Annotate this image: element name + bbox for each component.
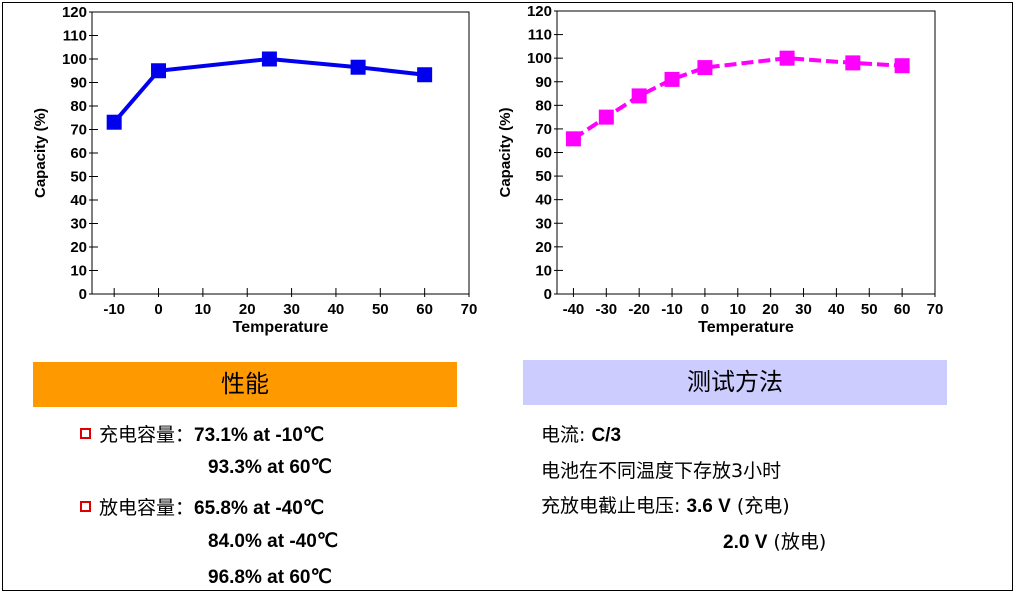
data-point	[106, 114, 122, 130]
data-point	[631, 88, 647, 104]
data-point	[894, 58, 910, 74]
x-tick-label: 10	[195, 301, 212, 318]
charge-capacity-value-2: 93.3% at 60℃	[208, 457, 332, 478]
y-tick-label: 30	[535, 215, 552, 232]
data-point	[845, 55, 861, 71]
square-bullet-icon	[80, 501, 91, 512]
performance-banner: 性能	[33, 362, 457, 407]
x-tick-label: 60	[416, 301, 433, 318]
y-tick-label: 0	[544, 286, 552, 303]
x-tick-label: 50	[372, 301, 389, 318]
y-tick-label: 60	[535, 145, 552, 162]
y-tick-label: 80	[535, 97, 552, 114]
y-tick-label: 110	[528, 27, 552, 44]
discharge-capacity-row-2: 84.0% at -40℃	[208, 530, 338, 553]
y-tick-label: 90	[70, 75, 87, 92]
y-tick-label: 80	[70, 98, 87, 115]
y-tick-label: 0	[79, 286, 87, 303]
y-tick-label: 10	[535, 262, 552, 279]
current-value: C/3	[591, 425, 622, 446]
y-tick-label: 70	[70, 122, 87, 139]
y-tick-label: 100	[62, 51, 87, 68]
x-tick-label: 20	[762, 301, 779, 318]
x-axis-label: Temperature	[698, 319, 794, 336]
x-tick-label: 40	[328, 301, 345, 318]
plot-frame	[91, 11, 470, 295]
discharge-capacity-row: 放电容量：65.8% at -40℃	[80, 493, 324, 520]
test-method-banner: 测试方法	[523, 360, 947, 405]
x-axis-label: Temperature	[233, 319, 329, 336]
discharge-capacity-value-2: 84.0% at -40℃	[208, 531, 339, 552]
discharge-capacity-label: 放电容量：	[99, 497, 195, 519]
y-tick-label: 40	[535, 192, 552, 209]
x-tick-label: 70	[461, 301, 478, 318]
cutoff-label: 充放电截止电压:	[541, 495, 687, 517]
storage-row: 电池在不同温度下存放3小时	[541, 456, 781, 483]
cutoff-charge-value: 3.6 V	[686, 496, 731, 517]
y-tick-label: 40	[70, 192, 87, 209]
data-point	[565, 131, 581, 147]
y-axis-label: Capacity (%)	[497, 107, 514, 197]
x-tick-label: 0	[701, 301, 709, 318]
data-point	[151, 63, 167, 79]
y-tick-label: 90	[535, 74, 552, 91]
cutoff-discharge-value: 2.0 V	[723, 532, 768, 553]
charge-capacity-label: 充电容量：	[99, 424, 195, 446]
x-tick-label: 40	[828, 301, 845, 318]
data-point	[598, 109, 614, 125]
performance-title: 性能	[221, 370, 269, 398]
y-tick-label: 10	[70, 263, 87, 280]
x-tick-label: 20	[239, 301, 256, 318]
x-tick-label: 50	[861, 301, 878, 318]
x-tick-label: -30	[595, 301, 617, 318]
current-label: 电流:	[541, 424, 592, 446]
data-point	[417, 67, 433, 83]
discharge-capacity-row-3: 96.8% at 60℃	[208, 566, 332, 589]
data-point	[664, 71, 680, 87]
y-tick-label: 110	[63, 28, 87, 45]
y-tick-label: 50	[535, 168, 552, 185]
x-tick-label: 10	[729, 301, 746, 318]
y-tick-label: 20	[70, 239, 87, 256]
cutoff-row-2: 2.0 V (放电)	[723, 527, 826, 554]
y-tick-label: 60	[70, 145, 87, 162]
x-tick-label: 30	[283, 301, 300, 318]
current-row: 电流: C/3	[541, 420, 621, 447]
x-tick-label: 70	[927, 301, 944, 318]
chart-charge-capacity: 0 10 20 30 40 50 60 70 80 90 100 110 120 -10 0 10 20 30 40…	[32, 4, 478, 336]
plot-frame	[556, 10, 936, 295]
y-tick-label: 50	[70, 169, 87, 186]
x-tick-label: 0	[154, 301, 162, 318]
test-method-title: 测试方法	[687, 368, 783, 396]
data-point	[350, 59, 366, 75]
discharge-capacity-value-1: 65.8% at -40℃	[194, 498, 325, 519]
x-tick-label: -10	[103, 301, 125, 318]
discharge-capacity-value-3: 96.8% at 60℃	[208, 567, 332, 588]
charge-capacity-row: 充电容量：73.1% at -10℃	[80, 420, 324, 447]
x-tick-label: -10	[661, 301, 683, 318]
x-tick-label: 60	[894, 301, 911, 318]
y-tick-label: 30	[70, 216, 87, 233]
data-point	[779, 50, 795, 66]
y-tick-label: 120	[62, 4, 87, 21]
storage-text: 电池在不同温度下存放3小时	[541, 460, 782, 482]
square-bullet-icon	[80, 428, 91, 439]
x-tick-label: 30	[795, 301, 812, 318]
data-point	[697, 60, 713, 76]
cutoff-charge-note: (充电)	[730, 495, 790, 517]
y-axis-label: Capacity (%)	[32, 108, 49, 198]
charge-capacity-row-2: 93.3% at 60℃	[208, 456, 332, 479]
y-tick-label: 20	[535, 239, 552, 256]
x-tick-label: -40	[563, 301, 585, 318]
cutoff-discharge-note: (放电)	[767, 531, 827, 553]
y-tick-label: 70	[535, 121, 552, 138]
cutoff-row: 充放电截止电压: 3.6 V (充电)	[541, 491, 790, 518]
y-tick-label: 100	[527, 50, 552, 67]
data-point	[261, 51, 277, 67]
y-tick-label: 120	[527, 3, 552, 20]
x-tick-label: -20	[628, 301, 650, 318]
charge-capacity-value-1: 73.1% at -10℃	[194, 425, 325, 446]
